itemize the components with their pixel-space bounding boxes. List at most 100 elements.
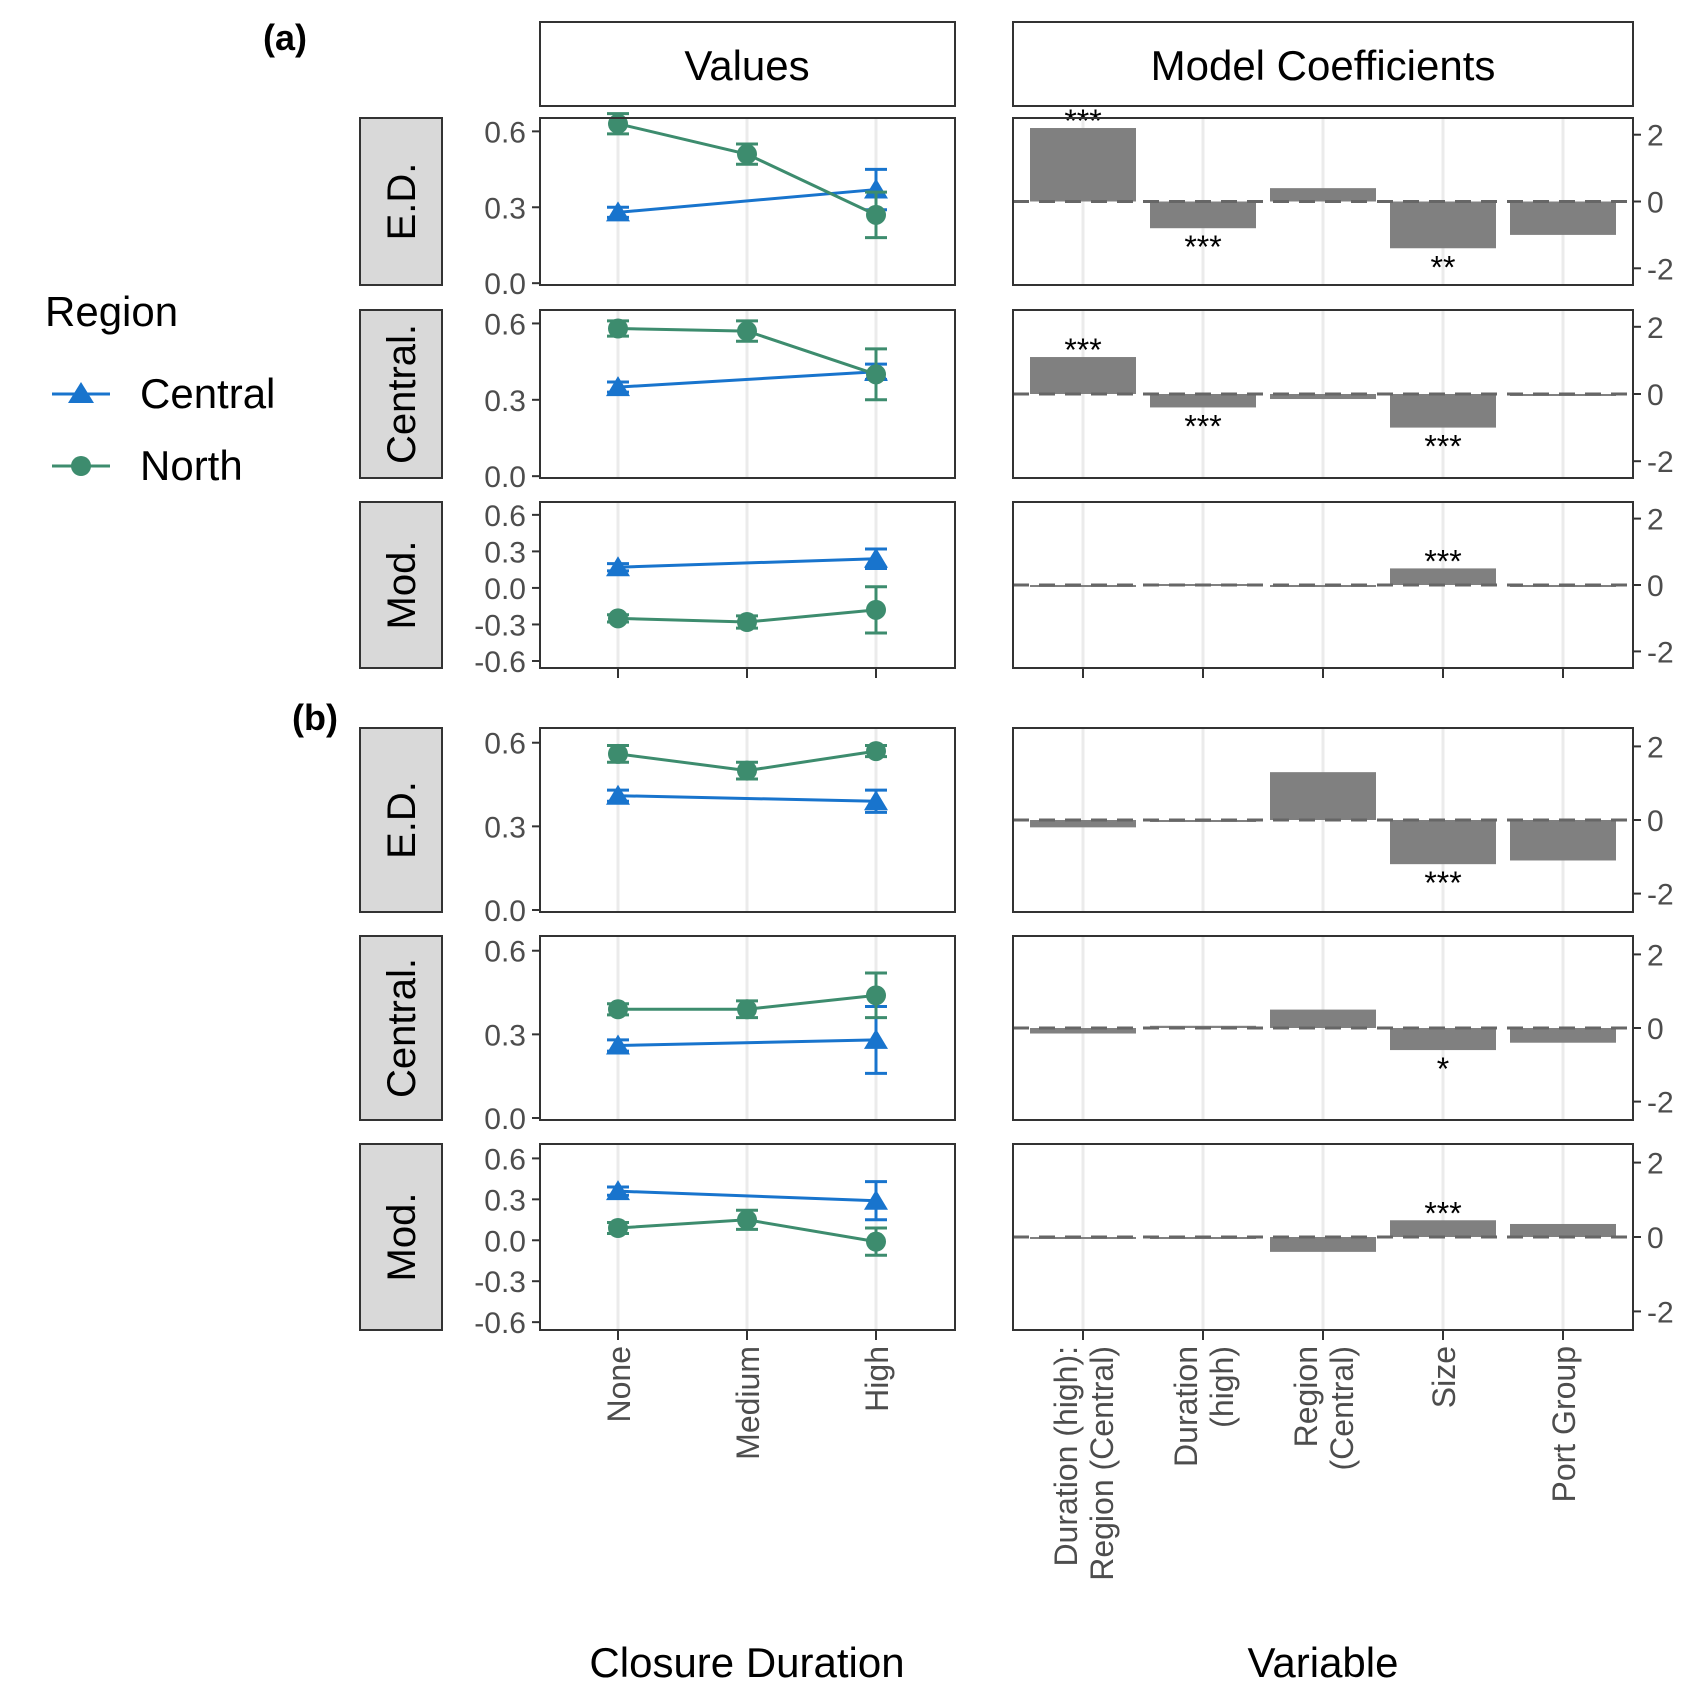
row-strip-label: E.D. [380, 781, 424, 859]
point-north [608, 113, 628, 134]
row-strip [359, 935, 443, 1121]
point-north [737, 321, 757, 342]
coef-panel-border [1012, 935, 1634, 1121]
coef-panel-border [1012, 309, 1634, 479]
y-tick-label: 2 [1647, 731, 1664, 764]
y-tick-label: 0.0 [484, 895, 526, 928]
point-central [606, 784, 630, 805]
coef-bar [1510, 820, 1616, 861]
row-strip-label: Central. [380, 958, 424, 1098]
row-strip-label: Central. [380, 324, 424, 464]
point-central [606, 1180, 630, 1201]
y-tick-label: -0.6 [474, 646, 526, 679]
y-tick-label: -2 [1647, 446, 1674, 479]
point-central [606, 376, 630, 397]
coef-bar [1390, 820, 1496, 865]
point-north [737, 760, 757, 781]
coef-bar [1390, 201, 1496, 249]
series-line-central [617, 794, 877, 803]
point-north [866, 364, 886, 385]
point-central [606, 1034, 630, 1055]
row-strip [359, 117, 443, 286]
legend-triangle-icon [68, 382, 94, 403]
y-tick-label: 2 [1647, 312, 1664, 345]
legend-title: Region [45, 288, 178, 335]
point-north [608, 1217, 628, 1238]
point-north [866, 1231, 886, 1252]
point-north [866, 599, 886, 620]
x-tick-label: Duration (high): [1048, 1346, 1084, 1567]
significance-label: *** [1184, 408, 1221, 444]
row-strip-label: Mod. [380, 1193, 424, 1282]
point-north [608, 743, 628, 764]
coef-bar [1390, 1220, 1496, 1237]
significance-label: * [1437, 1051, 1449, 1087]
point-central [864, 547, 888, 568]
x-tick-label: Region (Central) [1084, 1346, 1120, 1581]
x-tick-label: (high) [1204, 1346, 1240, 1428]
y-tick-label: 0.3 [484, 385, 526, 418]
coef-bar [1030, 357, 1136, 394]
coef-bar [1270, 394, 1376, 400]
x-tick-label: Region [1288, 1346, 1324, 1447]
point-north [608, 318, 628, 339]
series-line-central [617, 1038, 877, 1048]
point-north [737, 612, 757, 633]
x-tick-label: Size [1426, 1346, 1462, 1408]
y-tick-label: -2 [1647, 1296, 1674, 1329]
x-tick-label: High [859, 1346, 895, 1412]
significance-label: *** [1424, 543, 1461, 579]
values-header-box [539, 21, 956, 107]
coef-bar [1030, 1237, 1136, 1239]
coef-bar [1270, 1237, 1376, 1252]
row-strip-label: E.D. [380, 163, 424, 241]
coef-bar [1270, 1009, 1376, 1028]
y-tick-label: -2 [1647, 879, 1674, 912]
y-tick-label: 0.3 [484, 1184, 526, 1217]
point-north [866, 741, 886, 762]
values-x-axis-title: Closure Duration [589, 1639, 904, 1686]
coef-panel-border [1012, 117, 1634, 286]
significance-label: *** [1424, 1195, 1461, 1231]
y-tick-label: 0.6 [484, 116, 526, 149]
coef-bar [1030, 1028, 1136, 1034]
row-strip [359, 501, 443, 669]
significance-label: *** [1064, 332, 1101, 368]
y-tick-label: 2 [1647, 504, 1664, 537]
legend-central-label: Central [140, 370, 275, 417]
y-tick-label: 0 [1647, 805, 1664, 838]
coef-bar [1150, 394, 1256, 408]
significance-label: *** [1064, 103, 1101, 139]
y-tick-label: -0.3 [474, 609, 526, 642]
y-tick-label: 0.6 [484, 1143, 526, 1176]
point-central [864, 1189, 888, 1210]
y-tick-label: 0 [1647, 187, 1664, 220]
y-tick-label: 0.3 [484, 811, 526, 844]
coef-bar [1030, 128, 1136, 202]
y-tick-label: 0 [1647, 1013, 1664, 1046]
row-strip [359, 309, 443, 479]
coefs-x-axis-title: Variable [1248, 1639, 1399, 1686]
series-line-central [617, 370, 877, 389]
y-tick-label: 0 [1647, 379, 1664, 412]
point-north [608, 608, 628, 629]
x-tick-label: None [601, 1346, 637, 1423]
point-north [866, 204, 886, 225]
values-panel-border [539, 117, 956, 286]
y-tick-label: 0.0 [484, 461, 526, 494]
legend-north-label: North [140, 442, 243, 489]
y-tick-label: 0.6 [484, 936, 526, 969]
x-tick-label: (Central) [1324, 1346, 1360, 1470]
coefs-header: Model Coefficients [1151, 42, 1496, 89]
significance-label: *** [1424, 429, 1461, 465]
x-tick-label: Duration [1168, 1346, 1204, 1467]
y-tick-label: 0.6 [484, 500, 526, 533]
coef-bar [1270, 188, 1376, 202]
coef-bar [1510, 1223, 1616, 1237]
y-tick-label: 0.0 [484, 1103, 526, 1136]
x-tick-label: Port Group [1546, 1346, 1582, 1503]
y-tick-label: 2 [1647, 1148, 1664, 1181]
y-tick-label: 2 [1647, 939, 1664, 972]
point-north [737, 999, 757, 1020]
coef-bar [1510, 201, 1616, 235]
